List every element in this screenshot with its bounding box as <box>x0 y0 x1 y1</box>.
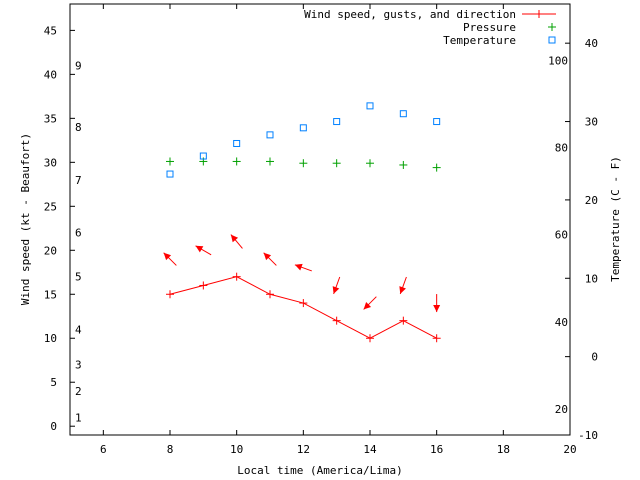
y-tick-label: 15 <box>44 288 57 301</box>
temperature-point <box>266 131 274 139</box>
fahrenheit-tick-label: 100 <box>548 55 568 68</box>
wind-direction-arrow <box>433 294 441 313</box>
wind-direction-arrow <box>363 296 377 310</box>
wind-direction-arrow <box>195 245 212 256</box>
wind-speed-point <box>399 316 408 325</box>
data-marks <box>163 102 441 343</box>
wind-direction-arrow <box>230 234 243 249</box>
legend-swatch <box>535 10 543 18</box>
pressure-point <box>299 159 308 168</box>
plot-frame <box>69 3 571 436</box>
beaufort-tick-label: 2 <box>75 385 82 398</box>
y-axis-label: Wind speed (kt - Beaufort) <box>19 133 32 305</box>
arrow-head <box>363 302 372 310</box>
y-tick-label: 25 <box>44 200 57 213</box>
wind-speed-point <box>366 334 374 343</box>
pressure-point <box>266 157 274 166</box>
arrow-head <box>433 305 441 313</box>
temperature-point <box>233 139 241 147</box>
y2-tick-label: 40 <box>585 37 598 50</box>
pressure-point <box>166 157 174 166</box>
arrow-head <box>163 252 172 261</box>
y2-tick-label: 0 <box>591 351 598 364</box>
fahrenheit-tick-label: 60 <box>555 229 568 242</box>
temperature-point <box>399 110 407 118</box>
legend-swatch <box>548 36 556 44</box>
axis-ticks: 6 8 10 12 14 16 18 2005101520253035404512345678… <box>44 4 598 456</box>
x-tick-label: 8 <box>167 443 174 456</box>
arrow-head <box>294 263 303 271</box>
wind-speed-point <box>299 299 308 308</box>
y-tick-label: 5 <box>50 376 57 389</box>
legend: Wind speed, gusts, and directionPressure… <box>304 8 556 47</box>
wind-direction-arrow <box>263 252 277 266</box>
y-tick-label: 20 <box>44 244 57 257</box>
pressure-point <box>232 157 241 166</box>
pressure-point <box>432 163 441 172</box>
legend-swatch <box>548 23 556 31</box>
beaufort-tick-label: 9 <box>75 60 82 73</box>
wind-direction-arrow <box>332 276 341 295</box>
legend-label: Wind speed, gusts, and direction <box>304 8 516 21</box>
x-tick-label: 6 <box>100 443 107 456</box>
x-tick-label: 18 <box>497 443 510 456</box>
x-tick-label: 10 <box>230 443 243 456</box>
temperature-point <box>166 170 174 178</box>
arrow-head <box>399 286 406 294</box>
beaufort-tick-label: 4 <box>75 323 82 336</box>
temperature-point <box>299 124 307 132</box>
beaufort-tick-label: 7 <box>75 174 82 187</box>
x-tick-label: 14 <box>363 443 377 456</box>
beaufort-tick-label: 3 <box>75 359 82 372</box>
x-tick-label: 12 <box>297 443 310 456</box>
beaufort-tick-label: 1 <box>75 411 82 424</box>
wind-direction-arrow <box>399 276 407 295</box>
wind-direction-arrow <box>294 263 312 272</box>
wind-speed-point <box>232 272 241 281</box>
beaufort-tick-label: 6 <box>75 227 82 240</box>
wind-speed-point <box>166 290 174 299</box>
temperature-point <box>433 118 441 126</box>
beaufort-tick-label: 5 <box>75 271 82 284</box>
y-tick-label: 10 <box>44 332 57 345</box>
pressure-point <box>366 159 374 168</box>
y2-tick-label: 10 <box>585 272 598 285</box>
wind-speed-point <box>332 316 341 325</box>
legend-label: Pressure <box>463 21 516 34</box>
beaufort-tick-label: 8 <box>75 121 82 134</box>
wind-direction-arrow <box>163 252 177 266</box>
temperature-point <box>366 102 374 110</box>
wind-speed-point <box>432 334 441 343</box>
wind-speed-line <box>169 276 437 339</box>
x-tick-label: 20 <box>563 443 576 456</box>
x-tick-label: 16 <box>430 443 443 456</box>
y-tick-label: 45 <box>44 24 57 37</box>
y-tick-label: 35 <box>44 112 57 125</box>
y2-tick-label: -10 <box>578 429 598 442</box>
y2-tick-label: 20 <box>585 194 598 207</box>
arrow-head <box>332 286 340 294</box>
pressure-point <box>399 160 408 169</box>
y2-axis-label: Temperature (C - F) <box>609 156 622 282</box>
fahrenheit-tick-label: 80 <box>555 142 568 155</box>
y2-tick-label: 30 <box>585 116 598 129</box>
wind-speed-point <box>199 281 208 290</box>
arrow-head <box>263 252 272 261</box>
x-axis-label: Local time (America/Lima) <box>237 464 403 477</box>
y-tick-label: 40 <box>44 68 57 81</box>
wind-speed-point <box>266 290 274 299</box>
y-tick-label: 30 <box>44 156 57 169</box>
temperature-point <box>333 118 341 126</box>
arrow-head <box>195 245 204 253</box>
legend-label: Temperature <box>443 34 516 47</box>
pressure-point <box>332 159 341 168</box>
arrow-head <box>230 234 239 243</box>
temperature-point <box>199 152 207 160</box>
y-tick-label: 0 <box>50 420 57 433</box>
fahrenheit-tick-label: 40 <box>555 316 568 329</box>
fahrenheit-tick-label: 20 <box>555 403 568 416</box>
